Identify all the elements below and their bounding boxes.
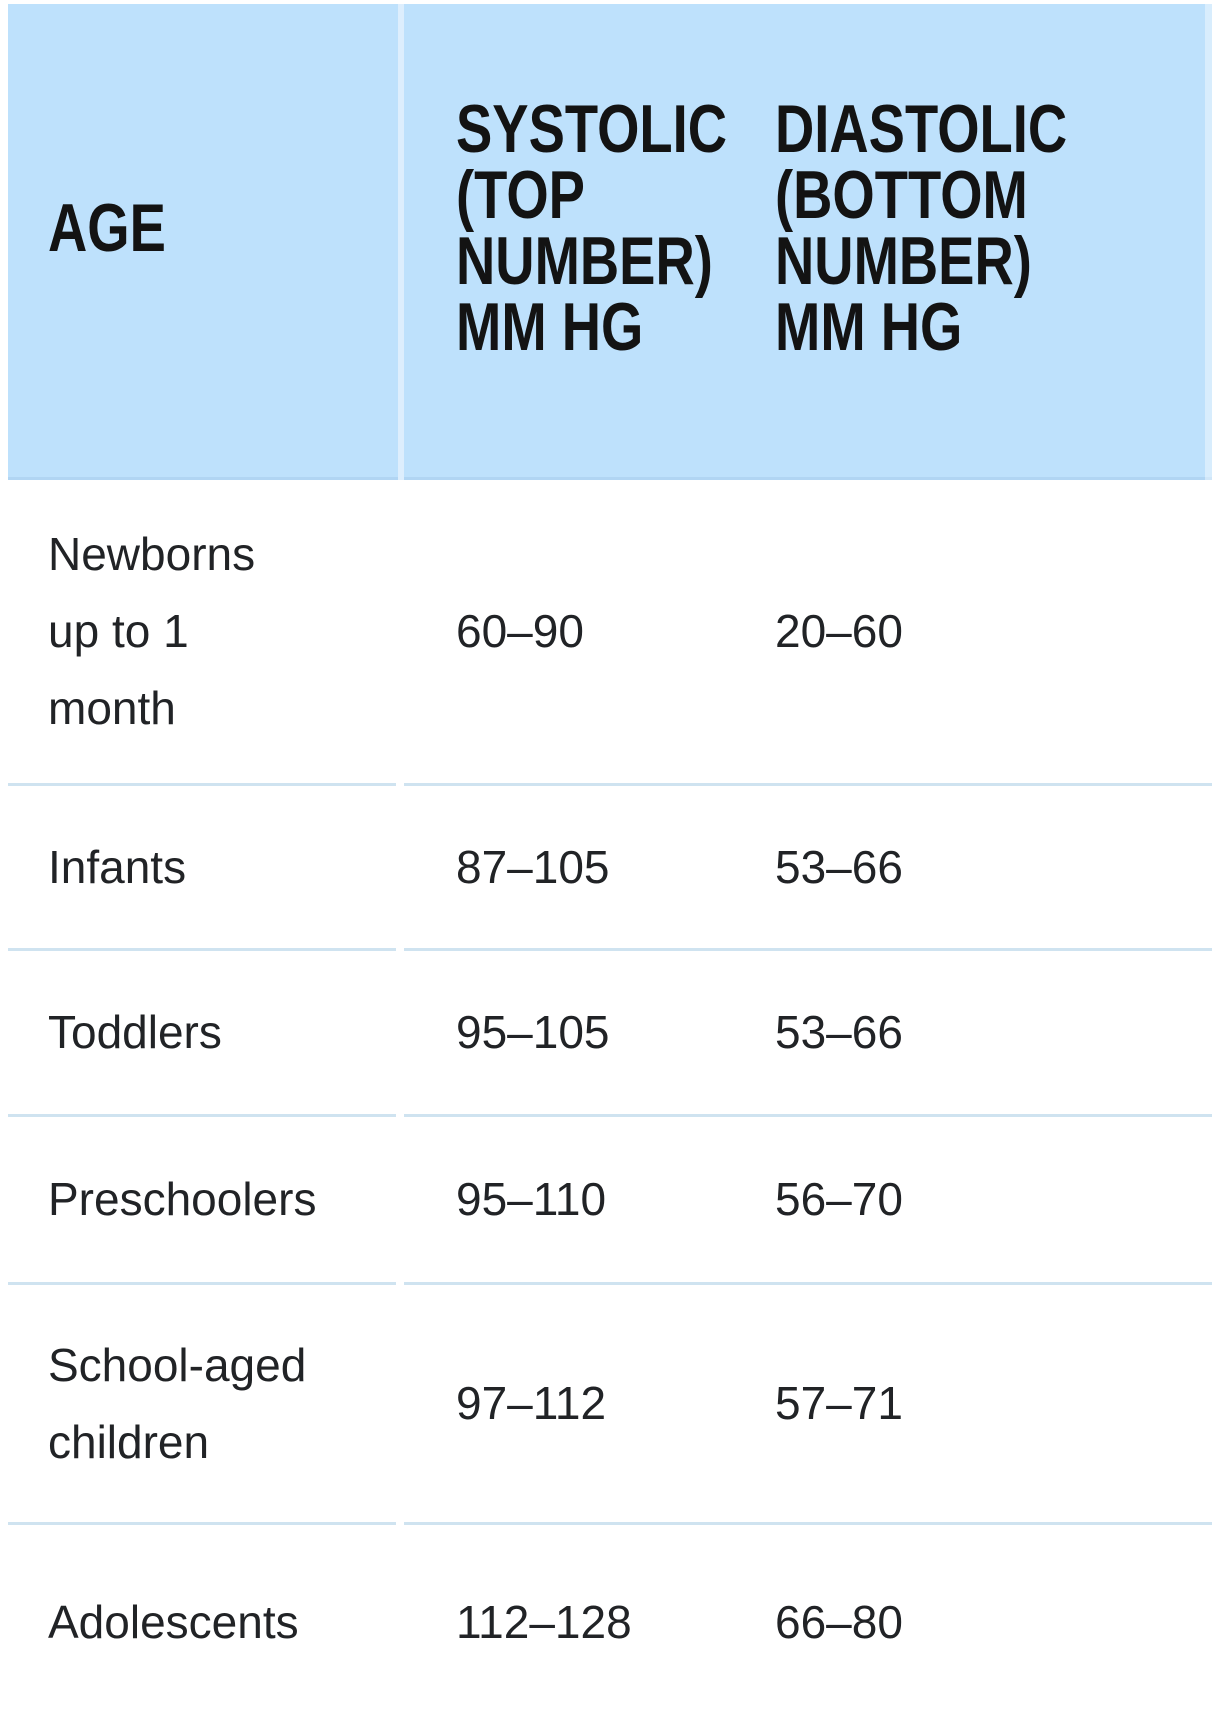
cell-systolic: 95–105 bbox=[404, 951, 769, 1117]
table-header-row: AGE SYSTOLIC (TOP NUMBER) MM HG DIASTOLI… bbox=[8, 4, 1212, 480]
diastolic-value: 56–70 bbox=[775, 1173, 903, 1225]
age-value: Toddlers bbox=[48, 1006, 222, 1058]
cell-age: Newborns up to 1 month bbox=[8, 480, 396, 786]
diastolic-value: 66–80 bbox=[775, 1596, 903, 1648]
diastolic-value: 53–66 bbox=[775, 840, 903, 893]
table-row-school-aged-children: School-aged children 97–112 57–71 bbox=[8, 1285, 1212, 1525]
cell-age: Toddlers bbox=[8, 951, 396, 1117]
cell-diastolic: 57–71 bbox=[769, 1285, 1212, 1525]
cell-systolic: 112–128 bbox=[404, 1525, 769, 1720]
cell-age: School-aged children bbox=[8, 1285, 396, 1525]
systolic-value: 87–105 bbox=[456, 840, 610, 893]
blood-pressure-by-age-table: AGE SYSTOLIC (TOP NUMBER) MM HG DIASTOLI… bbox=[8, 4, 1212, 1720]
header-cell-diastolic: DIASTOLIC (BOTTOM NUMBER) MM HG bbox=[769, 4, 1212, 480]
systolic-value: 95–110 bbox=[456, 1173, 607, 1225]
table-row-newborns: Newborns up to 1 month 60–90 20–60 bbox=[8, 480, 1212, 786]
table-row-adolescents: Adolescents 112–128 66–80 bbox=[8, 1525, 1212, 1720]
cell-age: Preschoolers bbox=[8, 1117, 396, 1285]
header-cell-age: AGE bbox=[8, 4, 404, 480]
cell-age: Adolescents bbox=[8, 1525, 396, 1720]
header-label-diastolic: DIASTOLIC (BOTTOM NUMBER) MM HG bbox=[775, 91, 1068, 365]
age-value: Adolescents bbox=[48, 1596, 299, 1648]
table-body: Newborns up to 1 month 60–90 20–60 Infan… bbox=[8, 480, 1212, 1720]
table-row-infants: Infants 87–105 53–66 bbox=[8, 786, 1212, 951]
diastolic-value: 20–60 bbox=[775, 605, 903, 657]
header-label-systolic: SYSTOLIC (TOP NUMBER) MM HG bbox=[456, 91, 728, 365]
systolic-value: 112–128 bbox=[456, 1596, 632, 1648]
header-label-age: AGE bbox=[48, 190, 166, 266]
table-row-preschoolers: Preschoolers 95–110 56–70 bbox=[8, 1117, 1212, 1285]
table-row-toddlers: Toddlers 95–105 53–66 bbox=[8, 951, 1212, 1117]
cell-systolic: 60–90 bbox=[404, 480, 769, 786]
cell-systolic: 97–112 bbox=[404, 1285, 769, 1525]
age-value: Preschoolers bbox=[48, 1173, 317, 1225]
cell-systolic: 95–110 bbox=[404, 1117, 769, 1285]
header-right-edge-strip bbox=[1205, 4, 1212, 480]
cell-diastolic: 53–66 bbox=[769, 786, 1212, 951]
diastolic-value: 53–66 bbox=[775, 1006, 903, 1058]
cell-diastolic: 66–80 bbox=[769, 1525, 1212, 1720]
cell-diastolic: 56–70 bbox=[769, 1117, 1212, 1285]
diastolic-value: 57–71 bbox=[775, 1377, 903, 1429]
cell-diastolic: 53–66 bbox=[769, 951, 1212, 1117]
cell-diastolic: 20–60 bbox=[769, 480, 1212, 786]
age-value: Infants bbox=[48, 840, 187, 893]
systolic-value: 60–90 bbox=[456, 605, 584, 657]
header-cell-systolic: SYSTOLIC (TOP NUMBER) MM HG bbox=[404, 4, 769, 480]
age-value: School-aged children bbox=[48, 1338, 307, 1468]
cell-systolic: 87–105 bbox=[404, 786, 769, 951]
age-value: Newborns up to 1 month bbox=[48, 528, 256, 734]
systolic-value: 95–105 bbox=[456, 1006, 610, 1058]
systolic-value: 97–112 bbox=[456, 1377, 607, 1429]
cell-age: Infants bbox=[8, 786, 396, 951]
